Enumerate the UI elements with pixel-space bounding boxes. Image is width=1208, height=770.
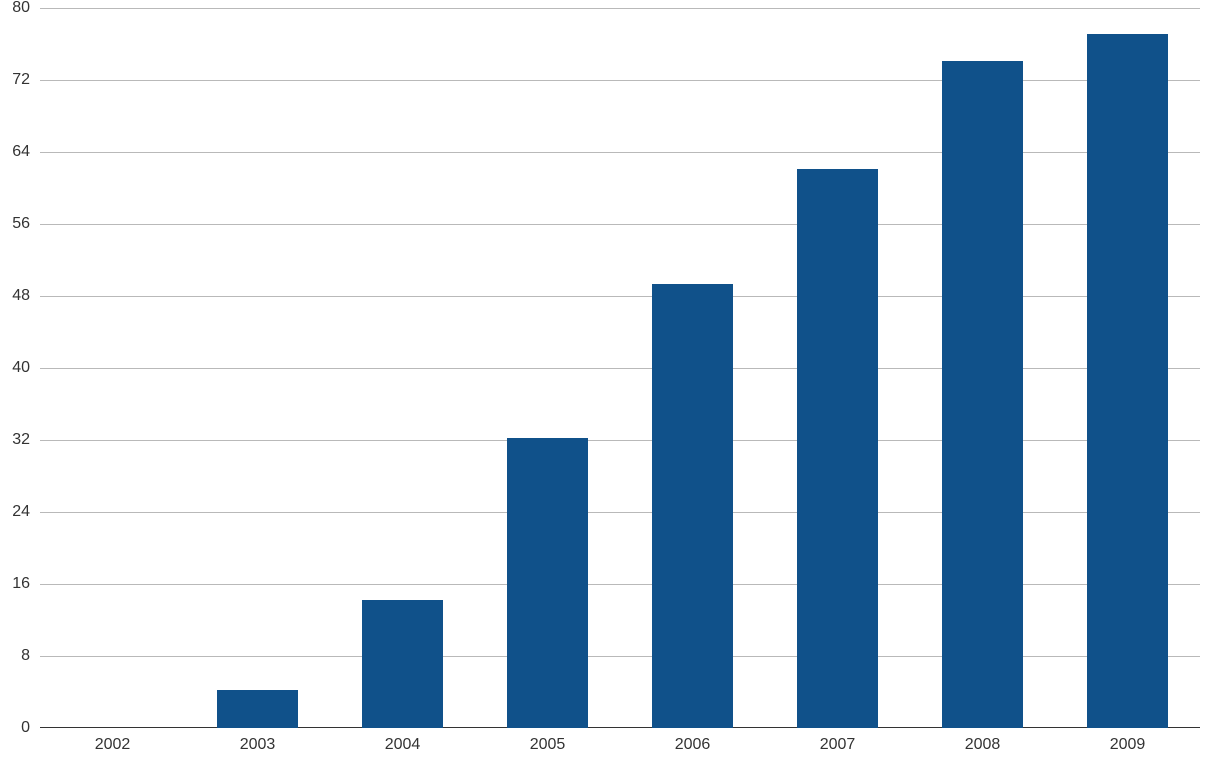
- bar: [652, 284, 733, 728]
- y-tick-label: 24: [0, 503, 30, 521]
- y-tick-label: 40: [0, 359, 30, 377]
- gridline: [40, 440, 1200, 441]
- x-tick-label: 2009: [1110, 736, 1146, 754]
- gridline: [40, 80, 1200, 81]
- y-tick-label: 80: [0, 0, 30, 17]
- y-tick-label: 32: [0, 431, 30, 449]
- bar: [362, 600, 443, 728]
- gridline: [40, 8, 1200, 9]
- x-tick-label: 2002: [95, 736, 131, 754]
- x-tick-label: 2006: [675, 736, 711, 754]
- gridline: [40, 224, 1200, 225]
- x-tick-label: 2003: [240, 736, 276, 754]
- bar: [217, 690, 298, 728]
- y-tick-label: 8: [0, 647, 30, 665]
- y-tick-label: 0: [0, 719, 30, 737]
- y-tick-label: 64: [0, 143, 30, 161]
- y-tick-label: 16: [0, 575, 30, 593]
- y-tick-label: 48: [0, 287, 30, 305]
- gridline: [40, 152, 1200, 153]
- y-tick-label: 72: [0, 71, 30, 89]
- gridline: [40, 512, 1200, 513]
- x-tick-label: 2005: [530, 736, 566, 754]
- x-axis-line: [40, 727, 1200, 728]
- bar: [507, 438, 588, 728]
- bar: [1087, 34, 1168, 728]
- gridline: [40, 368, 1200, 369]
- plot-area: [40, 8, 1200, 728]
- gridline: [40, 296, 1200, 297]
- bar-chart: 0 8 16 24 32 40 48 56 64 72 80 2002 2003 2004 2005 200…: [0, 0, 1208, 770]
- x-tick-label: 2007: [820, 736, 856, 754]
- bar: [942, 61, 1023, 728]
- bar: [797, 169, 878, 728]
- y-axis-labels: 08162432404856647280: [0, 8, 30, 728]
- x-tick-label: 2004: [385, 736, 421, 754]
- gridline: [40, 584, 1200, 585]
- x-tick-label: 2008: [965, 736, 1001, 754]
- gridline: [40, 656, 1200, 657]
- y-tick-label: 56: [0, 215, 30, 233]
